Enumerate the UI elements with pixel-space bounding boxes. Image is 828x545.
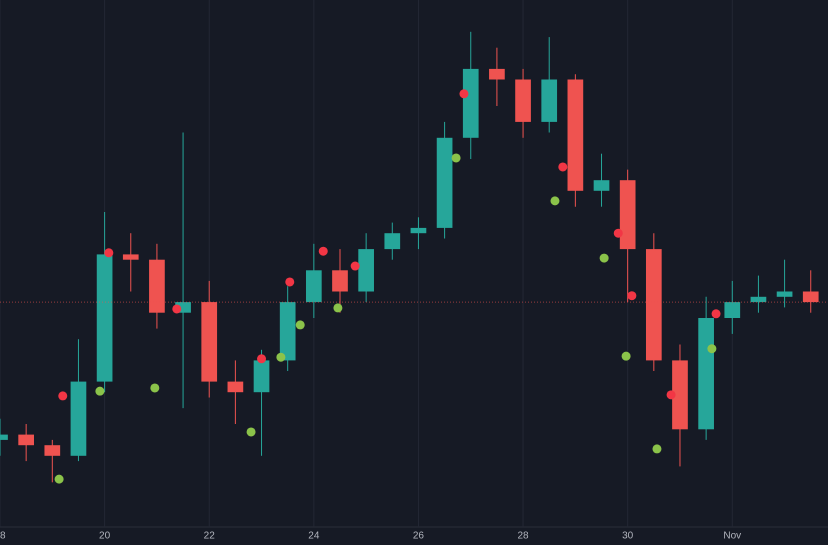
signal-buy — [54, 474, 64, 484]
candle-body — [201, 302, 218, 382]
signal-buy — [295, 320, 305, 330]
signal-sell — [558, 162, 568, 172]
x-tick-label: Nov — [723, 531, 741, 542]
signal-sell — [711, 309, 721, 319]
candle-body — [698, 318, 714, 430]
signal-sell — [257, 354, 267, 364]
x-tick-label: 20 — [99, 531, 111, 542]
x-tick-label: 28 — [517, 531, 529, 542]
candle-body — [227, 381, 244, 393]
signal-sell — [350, 261, 360, 271]
candle-body — [567, 79, 584, 191]
candle-body — [44, 445, 61, 456]
candle-body — [672, 360, 688, 430]
candle-body — [541, 79, 558, 122]
signal-buy — [246, 427, 256, 437]
x-tick-label: 26 — [413, 531, 425, 542]
x-tick-label: 24 — [308, 531, 320, 542]
candle-body — [776, 291, 793, 297]
candle-body — [70, 381, 87, 456]
candle-body — [802, 291, 819, 303]
signal-sell — [172, 304, 182, 314]
candle-body — [122, 254, 139, 260]
signal-sell — [459, 89, 469, 99]
candle-body — [149, 259, 165, 313]
signal-sell — [666, 390, 676, 400]
candle-body — [358, 249, 374, 292]
signal-sell — [613, 228, 623, 238]
signal-buy — [451, 153, 461, 163]
signal-buy — [599, 253, 609, 263]
signal-sell — [627, 291, 637, 301]
signal-sell — [318, 246, 328, 256]
signal-buy — [150, 383, 160, 393]
candle-body — [305, 270, 322, 303]
signal-buy — [621, 351, 631, 361]
candle-body — [0, 434, 8, 440]
candle-body — [436, 137, 453, 228]
candle-body — [253, 360, 270, 393]
signal-sell — [104, 248, 114, 258]
candle-body — [645, 249, 662, 361]
candle-body — [384, 233, 401, 250]
candle-body — [724, 302, 741, 318]
x-tick-label: 18 — [0, 531, 6, 542]
x-tick-label: 30 — [622, 531, 634, 542]
signal-sell — [285, 277, 295, 287]
signal-sell — [58, 391, 68, 401]
candle-body — [279, 302, 296, 361]
signal-buy — [276, 352, 286, 362]
candle-body — [332, 270, 348, 292]
candle-body — [175, 302, 191, 313]
candle-body — [18, 434, 34, 446]
candle-body — [462, 68, 479, 138]
candle-body — [750, 296, 767, 303]
x-tick-label: 22 — [204, 531, 216, 542]
signal-buy — [707, 344, 717, 354]
candle-body — [96, 254, 113, 382]
signal-buy — [95, 386, 105, 396]
candle-body — [619, 180, 636, 250]
signal-buy — [652, 444, 662, 454]
candle-body — [593, 180, 610, 191]
candle-body — [515, 79, 531, 122]
signal-buy — [550, 196, 560, 206]
candle-body — [410, 227, 427, 234]
candle-body — [489, 68, 505, 80]
signal-buy — [333, 303, 343, 313]
